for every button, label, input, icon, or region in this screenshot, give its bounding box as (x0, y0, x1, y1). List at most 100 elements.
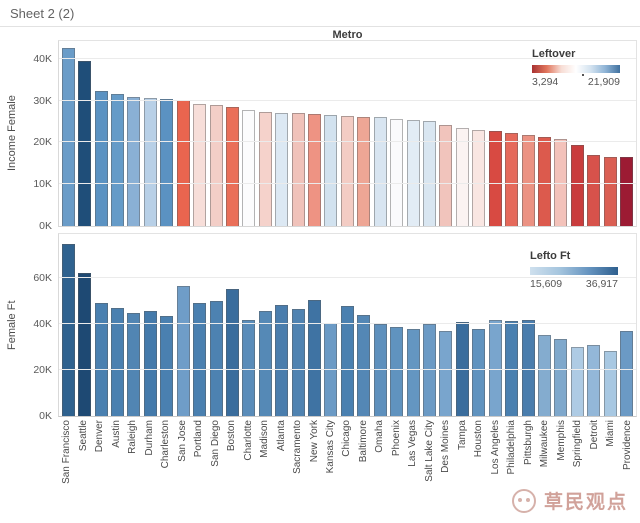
bar-atlanta[interactable] (275, 305, 289, 416)
x-label-seattle[interactable]: Seattle (77, 420, 89, 452)
x-label-chicago[interactable]: Chicago (341, 420, 353, 457)
x-label-providence[interactable]: Providence (621, 420, 633, 471)
x-label-charleston[interactable]: Charleston (160, 420, 172, 469)
bar-raleigh[interactable] (127, 97, 141, 226)
x-label-charlotte[interactable]: Charlotte (242, 420, 254, 461)
x-label-atlanta[interactable]: Atlanta (275, 420, 287, 452)
bar-baltimore[interactable] (357, 116, 371, 226)
bar-providence[interactable] (620, 330, 634, 416)
bar-san-francisco[interactable] (61, 48, 75, 226)
bar-tampa[interactable] (455, 321, 469, 416)
x-label-springfield[interactable]: Springfield (572, 420, 584, 468)
x-label-miami[interactable]: Miami (605, 420, 617, 447)
bar-charleston[interactable] (160, 98, 174, 226)
bar-philadelphia[interactable] (505, 320, 519, 416)
x-label-tampa[interactable]: Tampa (456, 420, 468, 451)
bar-houston[interactable] (472, 328, 486, 416)
bar-seattle[interactable] (78, 60, 92, 226)
bar-madison[interactable] (258, 111, 272, 226)
bar-pittsburgh[interactable] (521, 134, 535, 226)
bar-miami[interactable] (603, 350, 617, 416)
x-label-portland[interactable]: Portland (193, 420, 205, 458)
x-label-salt-lake-city[interactable]: Salt Lake City (423, 420, 435, 482)
bar-milwaukee[interactable] (537, 334, 551, 416)
x-label-kansas-city[interactable]: Kansas City (324, 420, 336, 474)
bar-phoenix[interactable] (390, 118, 404, 226)
bar-baltimore[interactable] (357, 315, 371, 416)
bar-san-jose[interactable] (176, 100, 190, 226)
x-label-detroit[interactable]: Detroit (588, 420, 600, 450)
x-label-baltimore[interactable]: Baltimore (357, 420, 369, 463)
bar-des-moines[interactable] (439, 330, 453, 416)
x-label-las-vegas[interactable]: Las Vegas (407, 420, 419, 467)
bar-charlotte[interactable] (242, 319, 256, 416)
bar-des-moines[interactable] (439, 124, 453, 226)
x-label-boston[interactable]: Boston (226, 420, 238, 452)
bar-boston[interactable] (225, 107, 239, 226)
bar-charleston[interactable] (160, 316, 174, 416)
bar-durham[interactable] (143, 311, 157, 416)
bar-chicago[interactable] (340, 115, 354, 226)
x-label-raleigh[interactable]: Raleigh (127, 420, 139, 454)
bar-memphis[interactable] (554, 338, 568, 416)
x-label-san-francisco[interactable]: San Francisco (61, 420, 73, 484)
bar-las-vegas[interactable] (406, 119, 420, 226)
bar-milwaukee[interactable] (537, 137, 551, 226)
bar-pittsburgh[interactable] (521, 319, 535, 416)
bar-portland[interactable] (193, 104, 207, 226)
x-label-houston[interactable]: Houston (473, 420, 485, 458)
bar-new-york[interactable] (308, 113, 322, 226)
bar-phoenix[interactable] (390, 326, 404, 416)
bar-new-york[interactable] (308, 300, 322, 416)
x-label-phoenix[interactable]: Phoenix (390, 420, 402, 457)
bar-houston[interactable] (472, 129, 486, 226)
bar-charlotte[interactable] (242, 110, 256, 226)
bar-tampa[interactable] (455, 127, 469, 226)
bar-san-diego[interactable] (209, 301, 223, 416)
bar-denver[interactable] (94, 91, 108, 226)
bar-kansas-city[interactable] (324, 114, 338, 226)
x-label-denver[interactable]: Denver (94, 420, 106, 453)
x-label-san-diego[interactable]: San Diego (209, 420, 221, 467)
bar-springfield[interactable] (570, 346, 584, 416)
x-label-los-angeles[interactable]: Los Angeles (489, 420, 501, 475)
bar-sacramento[interactable] (291, 113, 305, 226)
bar-memphis[interactable] (554, 138, 568, 226)
bar-providence[interactable] (620, 157, 634, 226)
bar-san-jose[interactable] (176, 285, 190, 416)
x-label-austin[interactable]: Austin (110, 420, 122, 448)
x-label-new-york[interactable]: New York (308, 420, 320, 463)
bar-san-diego[interactable] (209, 104, 223, 226)
bar-boston[interactable] (225, 288, 239, 416)
bar-san-francisco[interactable] (61, 244, 75, 416)
bar-raleigh[interactable] (127, 313, 141, 416)
bar-los-angeles[interactable] (488, 131, 502, 226)
x-label-sacramento[interactable]: Sacramento (292, 420, 304, 474)
x-label-omaha[interactable]: Omaha (374, 420, 386, 453)
bar-durham[interactable] (143, 98, 157, 226)
bar-los-angeles[interactable] (488, 319, 502, 416)
x-label-durham[interactable]: Durham (143, 420, 155, 456)
bar-denver[interactable] (94, 303, 108, 416)
x-label-milwaukee[interactable]: Milwaukee (539, 420, 551, 468)
bar-las-vegas[interactable] (406, 328, 420, 416)
legend-lefto-ft-gradient[interactable] (530, 267, 618, 275)
bar-philadelphia[interactable] (505, 133, 519, 226)
bar-portland[interactable] (193, 303, 207, 416)
bar-detroit[interactable] (587, 344, 601, 416)
x-label-memphis[interactable]: Memphis (555, 420, 567, 461)
bar-miami[interactable] (603, 156, 617, 226)
x-label-des-moines[interactable]: Des Moines (440, 420, 452, 473)
legend-leftover-gradient[interactable] (532, 65, 620, 76)
bar-springfield[interactable] (570, 145, 584, 226)
x-label-philadelphia[interactable]: Philadelphia (506, 420, 518, 475)
bar-seattle[interactable] (78, 273, 92, 416)
bar-austin[interactable] (110, 308, 124, 416)
x-label-madison[interactable]: Madison (259, 420, 271, 458)
x-label-pittsburgh[interactable]: Pittsburgh (522, 420, 534, 466)
bar-atlanta[interactable] (275, 112, 289, 226)
bar-salt-lake-city[interactable] (422, 121, 436, 226)
x-label-san-jose[interactable]: San Jose (176, 420, 188, 462)
bar-omaha[interactable] (373, 117, 387, 226)
bar-sacramento[interactable] (291, 309, 305, 416)
